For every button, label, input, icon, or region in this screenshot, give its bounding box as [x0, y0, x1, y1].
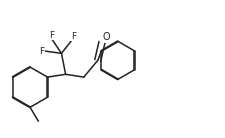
Text: O: O	[102, 32, 110, 42]
Text: F: F	[39, 47, 45, 56]
Text: F: F	[49, 31, 54, 40]
Text: F: F	[71, 32, 76, 41]
